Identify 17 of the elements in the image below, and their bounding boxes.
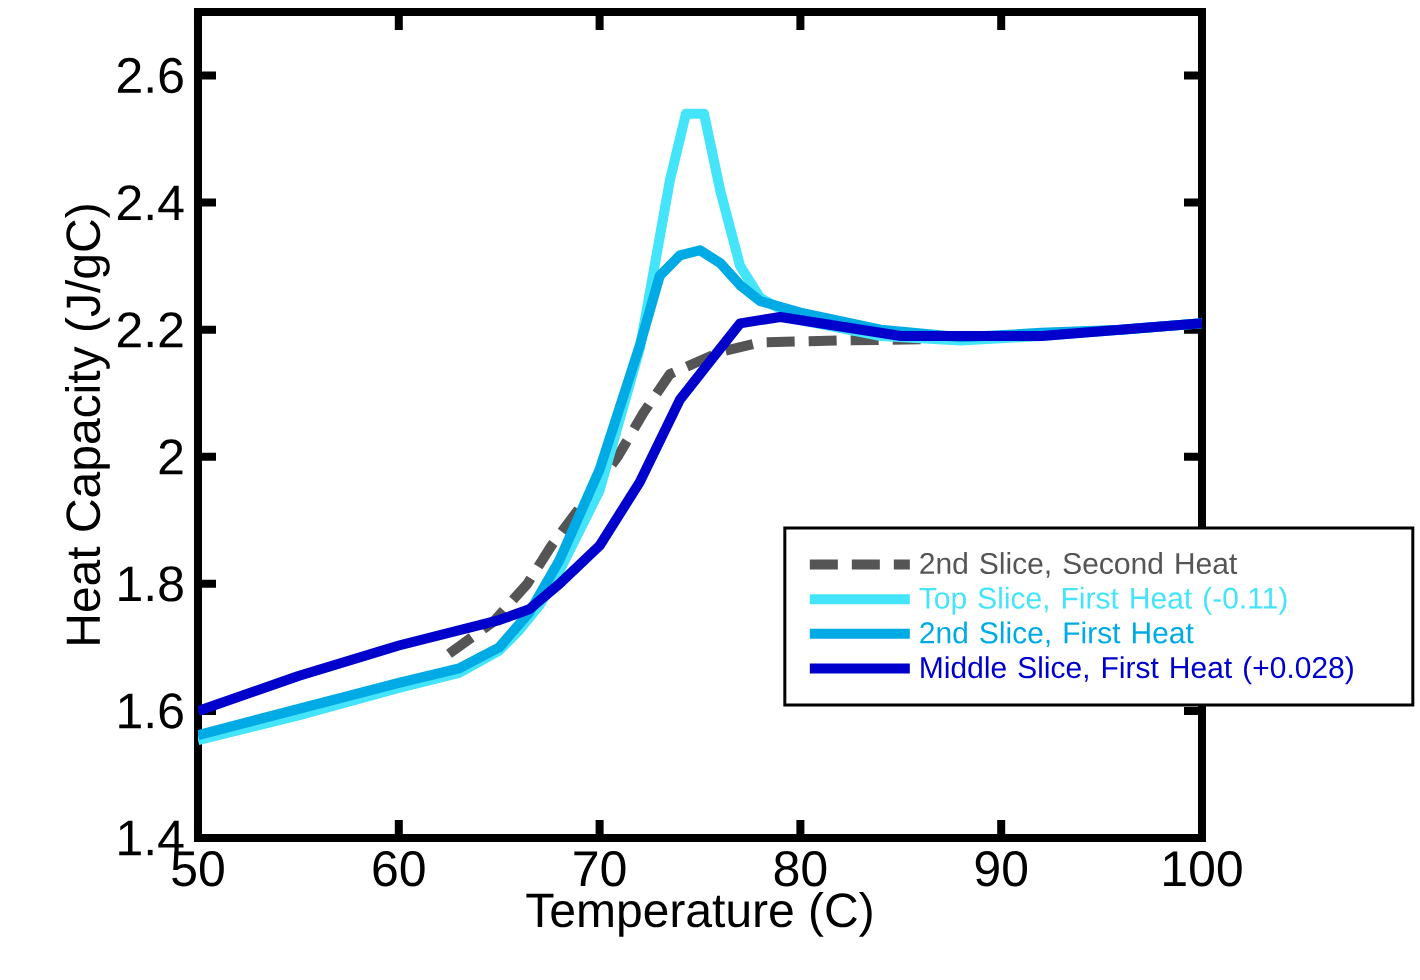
y-tick-label: 2.4	[117, 185, 184, 221]
y-tick-label: 2.2	[117, 312, 183, 348]
legend-label: 2nd Slice, First Heat	[920, 621, 1194, 648]
x-tick-label: 70	[574, 851, 626, 887]
y-tick-label: 1.6	[119, 693, 183, 729]
y-axis-title: Heat Capacity (J/gC)	[65, 205, 110, 644]
y-tick-label: 1.8	[119, 566, 183, 602]
x-tick-label: 100	[1164, 851, 1242, 887]
legend-label: Middle Slice, First Heat (+0.028)	[921, 656, 1353, 685]
legend-label: Top Slice, First Heat (-0.11)	[919, 586, 1287, 615]
legend-label: 2nd Slice, Second Heat	[920, 552, 1238, 578]
y-tick-label: 2.6	[117, 57, 183, 94]
x-tick-label: 60	[373, 851, 425, 887]
x-tick-label: 80	[774, 851, 827, 887]
x-tick-label: 90	[975, 851, 1028, 887]
y-tick-label: 2	[159, 439, 183, 475]
x-axis-title: Temperature (C)	[526, 892, 872, 937]
